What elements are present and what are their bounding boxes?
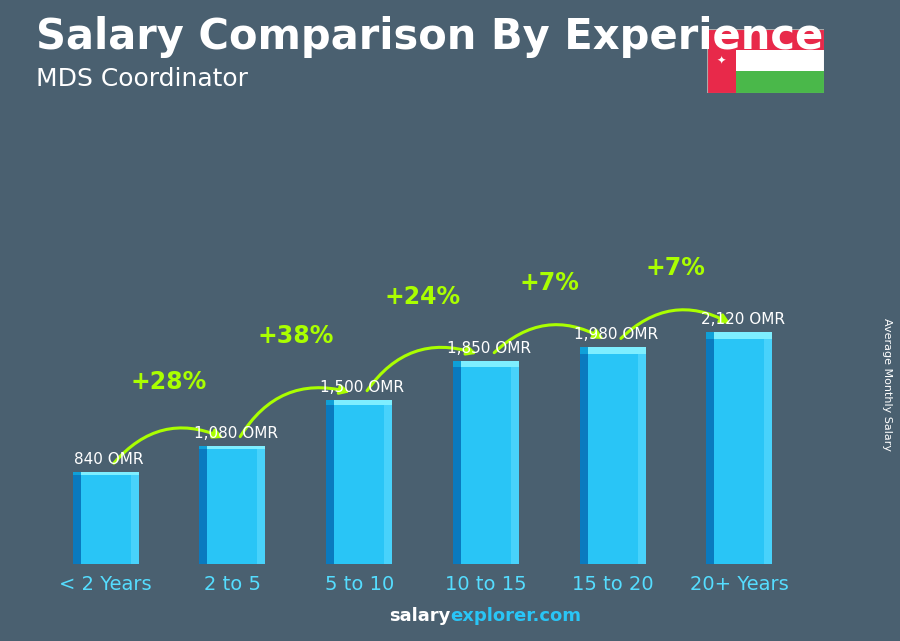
Text: 2,120 OMR: 2,120 OMR [700,312,785,327]
Bar [706,332,772,564]
Bar [706,332,772,338]
Text: 1,850 OMR: 1,850 OMR [447,342,531,356]
Bar [384,400,392,564]
Bar [453,362,518,367]
Bar [453,362,461,367]
Text: explorer.com: explorer.com [450,607,581,625]
Bar [326,400,334,404]
Text: 1,080 OMR: 1,080 OMR [194,426,278,441]
Text: +7%: +7% [519,271,580,295]
Bar [326,400,392,404]
Bar [453,362,461,564]
Text: 840 OMR: 840 OMR [74,452,144,467]
Bar [706,29,736,93]
Bar [736,29,824,51]
Bar [326,400,392,564]
Bar [200,445,207,564]
Bar [73,472,139,475]
Text: MDS Coordinator: MDS Coordinator [36,67,248,91]
Bar [706,332,715,338]
Text: Average Monthly Salary: Average Monthly Salary [881,318,892,451]
Bar [580,347,645,564]
Text: +38%: +38% [257,324,334,347]
Bar [580,347,588,564]
Bar [453,362,518,564]
Text: Salary Comparison By Experience: Salary Comparison By Experience [36,16,824,58]
Bar [580,347,645,354]
Text: ✦: ✦ [716,56,725,66]
Bar [73,472,81,475]
Bar [130,472,139,564]
Bar [326,400,334,564]
Bar [736,71,824,93]
Text: salary: salary [389,607,450,625]
Bar [706,332,715,564]
Text: 1,980 OMR: 1,980 OMR [574,327,658,342]
Bar [764,332,772,564]
Text: +28%: +28% [130,370,207,394]
Bar [200,445,207,449]
Bar [257,445,266,564]
Text: +24%: +24% [384,285,461,309]
Bar [73,472,81,564]
Bar [580,347,588,354]
Bar [511,362,518,564]
Bar [73,472,139,564]
Bar [200,445,266,449]
Bar [637,347,645,564]
Text: +7%: +7% [646,256,706,279]
Text: 1,500 OMR: 1,500 OMR [320,380,404,395]
Bar [200,445,266,564]
